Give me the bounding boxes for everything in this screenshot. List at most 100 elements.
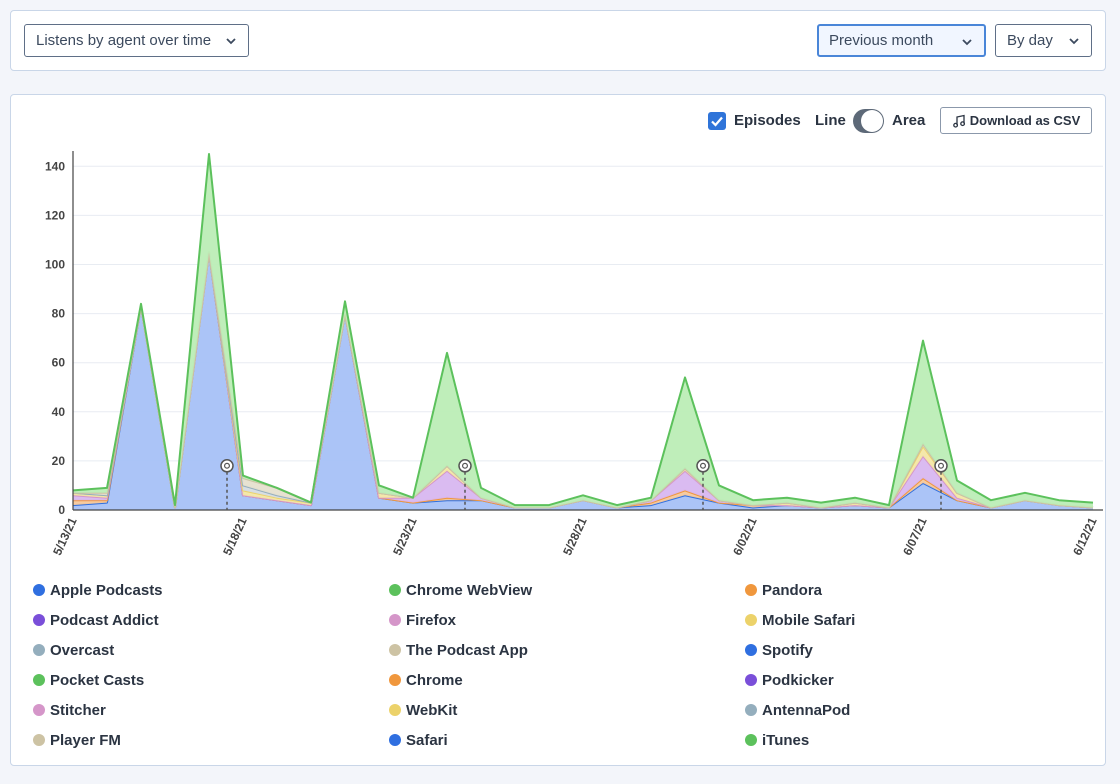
download-csv-button[interactable]: Download as CSV [940, 107, 1092, 134]
legend-label: WebKit [406, 701, 458, 719]
series-area-apple-podcasts [73, 252, 1093, 510]
episodes-label: Episodes [734, 112, 801, 129]
chevron-down-icon [962, 39, 972, 46]
legend-label: iTunes [762, 731, 810, 749]
legend-label: Chrome WebView [406, 581, 533, 599]
legend-label: Spotify [762, 641, 813, 659]
legend-swatch [389, 704, 401, 716]
legend-item[interactable]: Stitcher [33, 700, 106, 720]
legend-swatch [33, 584, 45, 596]
legend-swatch [745, 674, 757, 686]
toggle-knob [861, 110, 883, 132]
x-tick-label: 6/02/21 [730, 515, 760, 557]
y-tick-label: 20 [52, 454, 66, 468]
legend-item[interactable]: Safari [389, 730, 448, 750]
x-tick-label: 5/18/21 [220, 515, 250, 557]
download-csv-label: Download as CSV [969, 113, 1081, 128]
y-tick-label: 40 [52, 405, 66, 419]
legend-item[interactable]: Spotify [745, 640, 813, 660]
chevron-down-icon [1069, 38, 1079, 45]
series-line-pocket-casts [72, 153, 1094, 507]
filter-bar: Listens by agent over time Previous mont… [10, 10, 1106, 71]
legend-item[interactable]: AntennaPod [745, 700, 850, 720]
legend-swatch [33, 734, 45, 746]
x-tick-label: 6/12/21 [1070, 515, 1100, 557]
legend-label: Stitcher [50, 701, 106, 719]
legend-item[interactable]: Chrome WebView [389, 580, 532, 600]
legend-swatch [389, 644, 401, 656]
legend-item[interactable]: Pandora [745, 580, 822, 600]
episodes-checkbox[interactable] [708, 112, 726, 130]
x-tick-label: 5/23/21 [390, 515, 420, 557]
legend-swatch [33, 704, 45, 716]
metric-select[interactable]: Listens by agent over time [24, 24, 249, 57]
episode-marker [458, 459, 472, 473]
x-tick-label: 6/07/21 [900, 515, 930, 557]
interval-select[interactable]: By day [995, 24, 1092, 57]
episode-marker [934, 459, 948, 473]
legend-swatch [389, 584, 401, 596]
date-range-select[interactable]: Previous month [817, 24, 986, 57]
episode-marker [696, 459, 710, 473]
legend-label: Pandora [762, 581, 823, 599]
legend-item[interactable]: Firefox [389, 610, 456, 630]
interval-label: By day [1007, 32, 1053, 49]
legend-label: The Podcast App [406, 641, 528, 659]
listens-chart: 0 20 40 60 80 100 120 140 5/13/21 5/18/21 5/23/21 5… [45, 151, 1103, 558]
x-tick-label: 5/28/21 [560, 515, 590, 557]
music-note-icon [952, 114, 965, 128]
y-tick-label: 0 [58, 503, 65, 517]
x-tick-label: 5/13/21 [50, 515, 80, 557]
legend-swatch [389, 734, 401, 746]
legend-label: Firefox [406, 611, 457, 629]
legend-label: Overcast [50, 641, 115, 659]
legend-swatch [33, 674, 45, 686]
episode-marker [220, 459, 234, 473]
chart-controls: Episodes Line Area Download as CSV [11, 107, 1105, 135]
checkmark-icon [711, 116, 723, 127]
legend-label: Player FM [50, 731, 121, 749]
legend-label: Podkicker [762, 671, 834, 689]
legend-swatch [389, 614, 401, 626]
legend-swatch [745, 734, 757, 746]
chart-panel: Episodes Line Area Download as CSV 0 20 40… [10, 94, 1106, 766]
legend-label: Podcast Addict [50, 611, 159, 629]
legend-item[interactable]: iTunes [745, 730, 809, 750]
chevron-down-icon [226, 38, 236, 45]
legend-label: Safari [406, 731, 448, 749]
y-tick-label: 100 [45, 257, 65, 271]
legend-label: Chrome [406, 671, 463, 689]
legend-item[interactable]: Podcast Addict [33, 610, 159, 630]
legend-item[interactable]: WebKit [389, 700, 457, 720]
legend-swatch [745, 614, 757, 626]
legend-swatch [389, 674, 401, 686]
line-area-toggle[interactable] [853, 109, 884, 133]
legend-label: Apple Podcasts [50, 581, 163, 599]
legend-item[interactable]: Podkicker [745, 670, 834, 690]
y-tick-label: 80 [52, 307, 66, 321]
episode-marker-dot [462, 462, 469, 469]
episode-marker-dot [937, 462, 944, 469]
metric-select-label: Listens by agent over time [36, 32, 212, 49]
legend-item[interactable]: Overcast [33, 640, 114, 660]
legend-item[interactable]: Chrome [389, 670, 463, 690]
legend-item[interactable]: Pocket Casts [33, 670, 144, 690]
y-tick-label: 60 [52, 356, 66, 370]
legend-swatch [745, 584, 757, 596]
legend-item[interactable]: The Podcast App [389, 640, 528, 660]
area-mode-label: Area [892, 112, 926, 129]
legend-swatch [33, 614, 45, 626]
line-mode-label: Line [815, 112, 846, 129]
episode-marker-dot [699, 462, 706, 469]
legend-item[interactable]: Apple Podcasts [33, 580, 163, 600]
legend-label: AntennaPod [762, 701, 851, 719]
date-range-label: Previous month [829, 32, 934, 49]
legend-item[interactable]: Player FM [33, 730, 121, 750]
legend-swatch [745, 644, 757, 656]
legend-label: Pocket Casts [50, 671, 145, 689]
legend-swatch [33, 644, 45, 656]
y-tick-label: 120 [45, 208, 65, 222]
legend-label: Mobile Safari [762, 611, 856, 629]
episode-marker-dot [224, 462, 231, 469]
legend-item[interactable]: Mobile Safari [745, 610, 855, 630]
